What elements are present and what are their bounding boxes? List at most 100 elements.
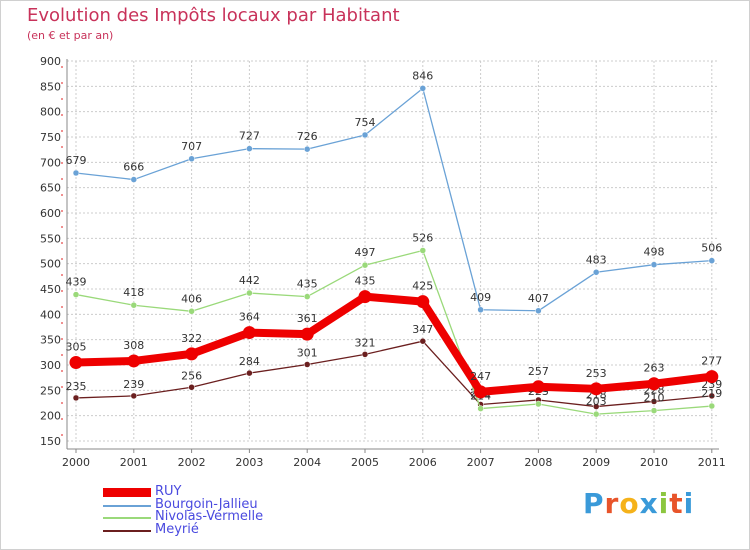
data-label-ruy-2005: 435 <box>355 275 376 288</box>
y-tick-label-750: 750 <box>40 131 61 144</box>
data-label-bourgoin-jallieu-2011: 506 <box>701 242 722 255</box>
data-label-nivolas-vermelle-2001: 418 <box>123 286 144 299</box>
y-tick-label-200: 200 <box>40 410 61 423</box>
point-meyri--2004 <box>303 361 311 368</box>
y-tick-label-150: 150 <box>40 435 61 448</box>
logo-letter: i <box>658 487 670 520</box>
data-label-ruy-2003: 364 <box>239 311 260 324</box>
x-tick-label-2003: 2003 <box>235 456 263 469</box>
data-label-bourgoin-jallieu-2008: 407 <box>528 292 549 305</box>
data-label-meyri--2000: 235 <box>66 380 87 393</box>
data-label-meyri--2003: 284 <box>239 355 260 368</box>
logo-letter: i <box>683 487 695 520</box>
legend-swatch <box>103 504 151 507</box>
y-tick-label-850: 850 <box>40 80 61 93</box>
x-tick-label-2011: 2011 <box>698 456 726 469</box>
point-bourgoin-jallieu-2007 <box>477 306 484 314</box>
x-tick-label-2009: 2009 <box>582 456 610 469</box>
series-line-bourgoin-jallieu <box>75 87 712 312</box>
series-line-ruy <box>75 292 713 396</box>
legend-swatch <box>103 488 151 497</box>
y-tick-label-600: 600 <box>40 207 61 220</box>
y-tick-label-300: 300 <box>40 359 61 372</box>
y-tick-label-800: 800 <box>40 106 61 119</box>
point-ruy-2009 <box>589 382 603 396</box>
data-label-ruy-2002: 322 <box>181 332 202 345</box>
data-label-bourgoin-jallieu-2003: 727 <box>239 130 260 143</box>
point-nivolas-vermelle-2002 <box>188 308 195 315</box>
data-label-meyri--2005: 321 <box>355 336 376 349</box>
data-label-nivolas-vermelle-2004: 435 <box>297 278 318 291</box>
point-nivolas-vermelle-2000 <box>72 291 80 298</box>
point-meyri--2000 <box>72 394 80 402</box>
point-ruy-2010 <box>647 377 661 391</box>
point-nivolas-vermelle-2008 <box>535 400 542 408</box>
legend-label: RUY <box>155 484 182 499</box>
data-label-bourgoin-jallieu-2010: 498 <box>644 246 665 259</box>
y-tick-label-250: 250 <box>40 384 61 397</box>
data-label-ruy-2010: 263 <box>644 362 665 375</box>
point-nivolas-vermelle-2011 <box>708 402 716 410</box>
point-ruy-2011 <box>705 370 719 384</box>
data-label-ruy-2011: 277 <box>701 355 722 368</box>
data-label-bourgoin-jallieu-2001: 666 <box>123 161 144 174</box>
logo-letter: o <box>619 487 640 520</box>
data-label-nivolas-vermelle-2011: 219 <box>701 387 722 400</box>
point-bourgoin-jallieu-2010 <box>650 261 658 268</box>
legend-swatch <box>103 529 151 532</box>
point-nivolas-vermelle-2004 <box>303 293 311 300</box>
x-tick-label-2004: 2004 <box>293 456 321 469</box>
data-label-nivolas-vermelle-2009: 203 <box>586 395 607 408</box>
point-nivolas-vermelle-2005 <box>361 261 369 269</box>
point-nivolas-vermelle-2003 <box>246 289 253 297</box>
logo-letter: r <box>604 487 620 520</box>
x-tick-label-2005: 2005 <box>351 456 379 469</box>
x-tick-label-2002: 2002 <box>178 456 206 469</box>
y-tick-label-650: 650 <box>40 182 61 195</box>
point-ruy-2007 <box>474 385 488 399</box>
data-label-bourgoin-jallieu-2005: 754 <box>355 116 376 129</box>
data-label-meyri--2004: 301 <box>297 346 318 359</box>
data-label-bourgoin-jallieu-2004: 726 <box>297 130 318 143</box>
data-label-ruy-2007: 247 <box>470 370 491 383</box>
point-bourgoin-jallieu-2004 <box>303 145 311 153</box>
data-label-bourgoin-jallieu-2006: 846 <box>412 69 433 82</box>
legend-label: Nivolas-Vermelle <box>155 509 264 524</box>
logo-letter: t <box>669 487 684 520</box>
data-label-ruy-2006: 425 <box>412 280 433 293</box>
y-tick-label-350: 350 <box>40 334 61 347</box>
legend-label: Bourgoin-Jallieu <box>155 496 258 512</box>
point-meyri--2006 <box>419 337 427 345</box>
y-tick-label-700: 700 <box>40 156 61 169</box>
point-meyri--2002 <box>188 384 195 391</box>
x-tick-label-2000: 2000 <box>62 456 90 469</box>
point-nivolas-vermelle-2006 <box>419 247 427 254</box>
point-bourgoin-jallieu-2008 <box>535 307 542 315</box>
point-bourgoin-jallieu-2005 <box>361 131 369 139</box>
point-bourgoin-jallieu-2003 <box>246 145 253 152</box>
data-label-ruy-2004: 361 <box>297 312 318 325</box>
point-bourgoin-jallieu-2001 <box>130 176 138 183</box>
point-nivolas-vermelle-2010 <box>650 407 658 414</box>
point-ruy-2000 <box>69 355 83 369</box>
y-tick-label-550: 550 <box>40 232 61 245</box>
point-bourgoin-jallieu-2002 <box>188 155 195 163</box>
point-ruy-2004 <box>300 327 314 341</box>
y-tick-label-450: 450 <box>40 283 61 296</box>
point-bourgoin-jallieu-2006 <box>419 85 427 92</box>
point-meyri--2001 <box>130 392 138 400</box>
point-ruy-2006 <box>416 295 430 309</box>
logo-letter: P <box>583 487 605 520</box>
x-tick-label-2007: 2007 <box>467 456 495 469</box>
point-ruy-2008 <box>531 380 545 394</box>
x-tick-label-2006: 2006 <box>409 456 437 469</box>
chart-subtitle: (en € et par an) <box>27 29 114 42</box>
point-nivolas-vermelle-2007 <box>477 405 484 412</box>
point-nivolas-vermelle-2001 <box>130 301 138 309</box>
series-line-nivolas-vermelle <box>75 249 712 415</box>
point-ruy-2003 <box>242 326 256 340</box>
logo-letter: x <box>639 487 659 520</box>
x-tick-label-2001: 2001 <box>120 456 148 469</box>
